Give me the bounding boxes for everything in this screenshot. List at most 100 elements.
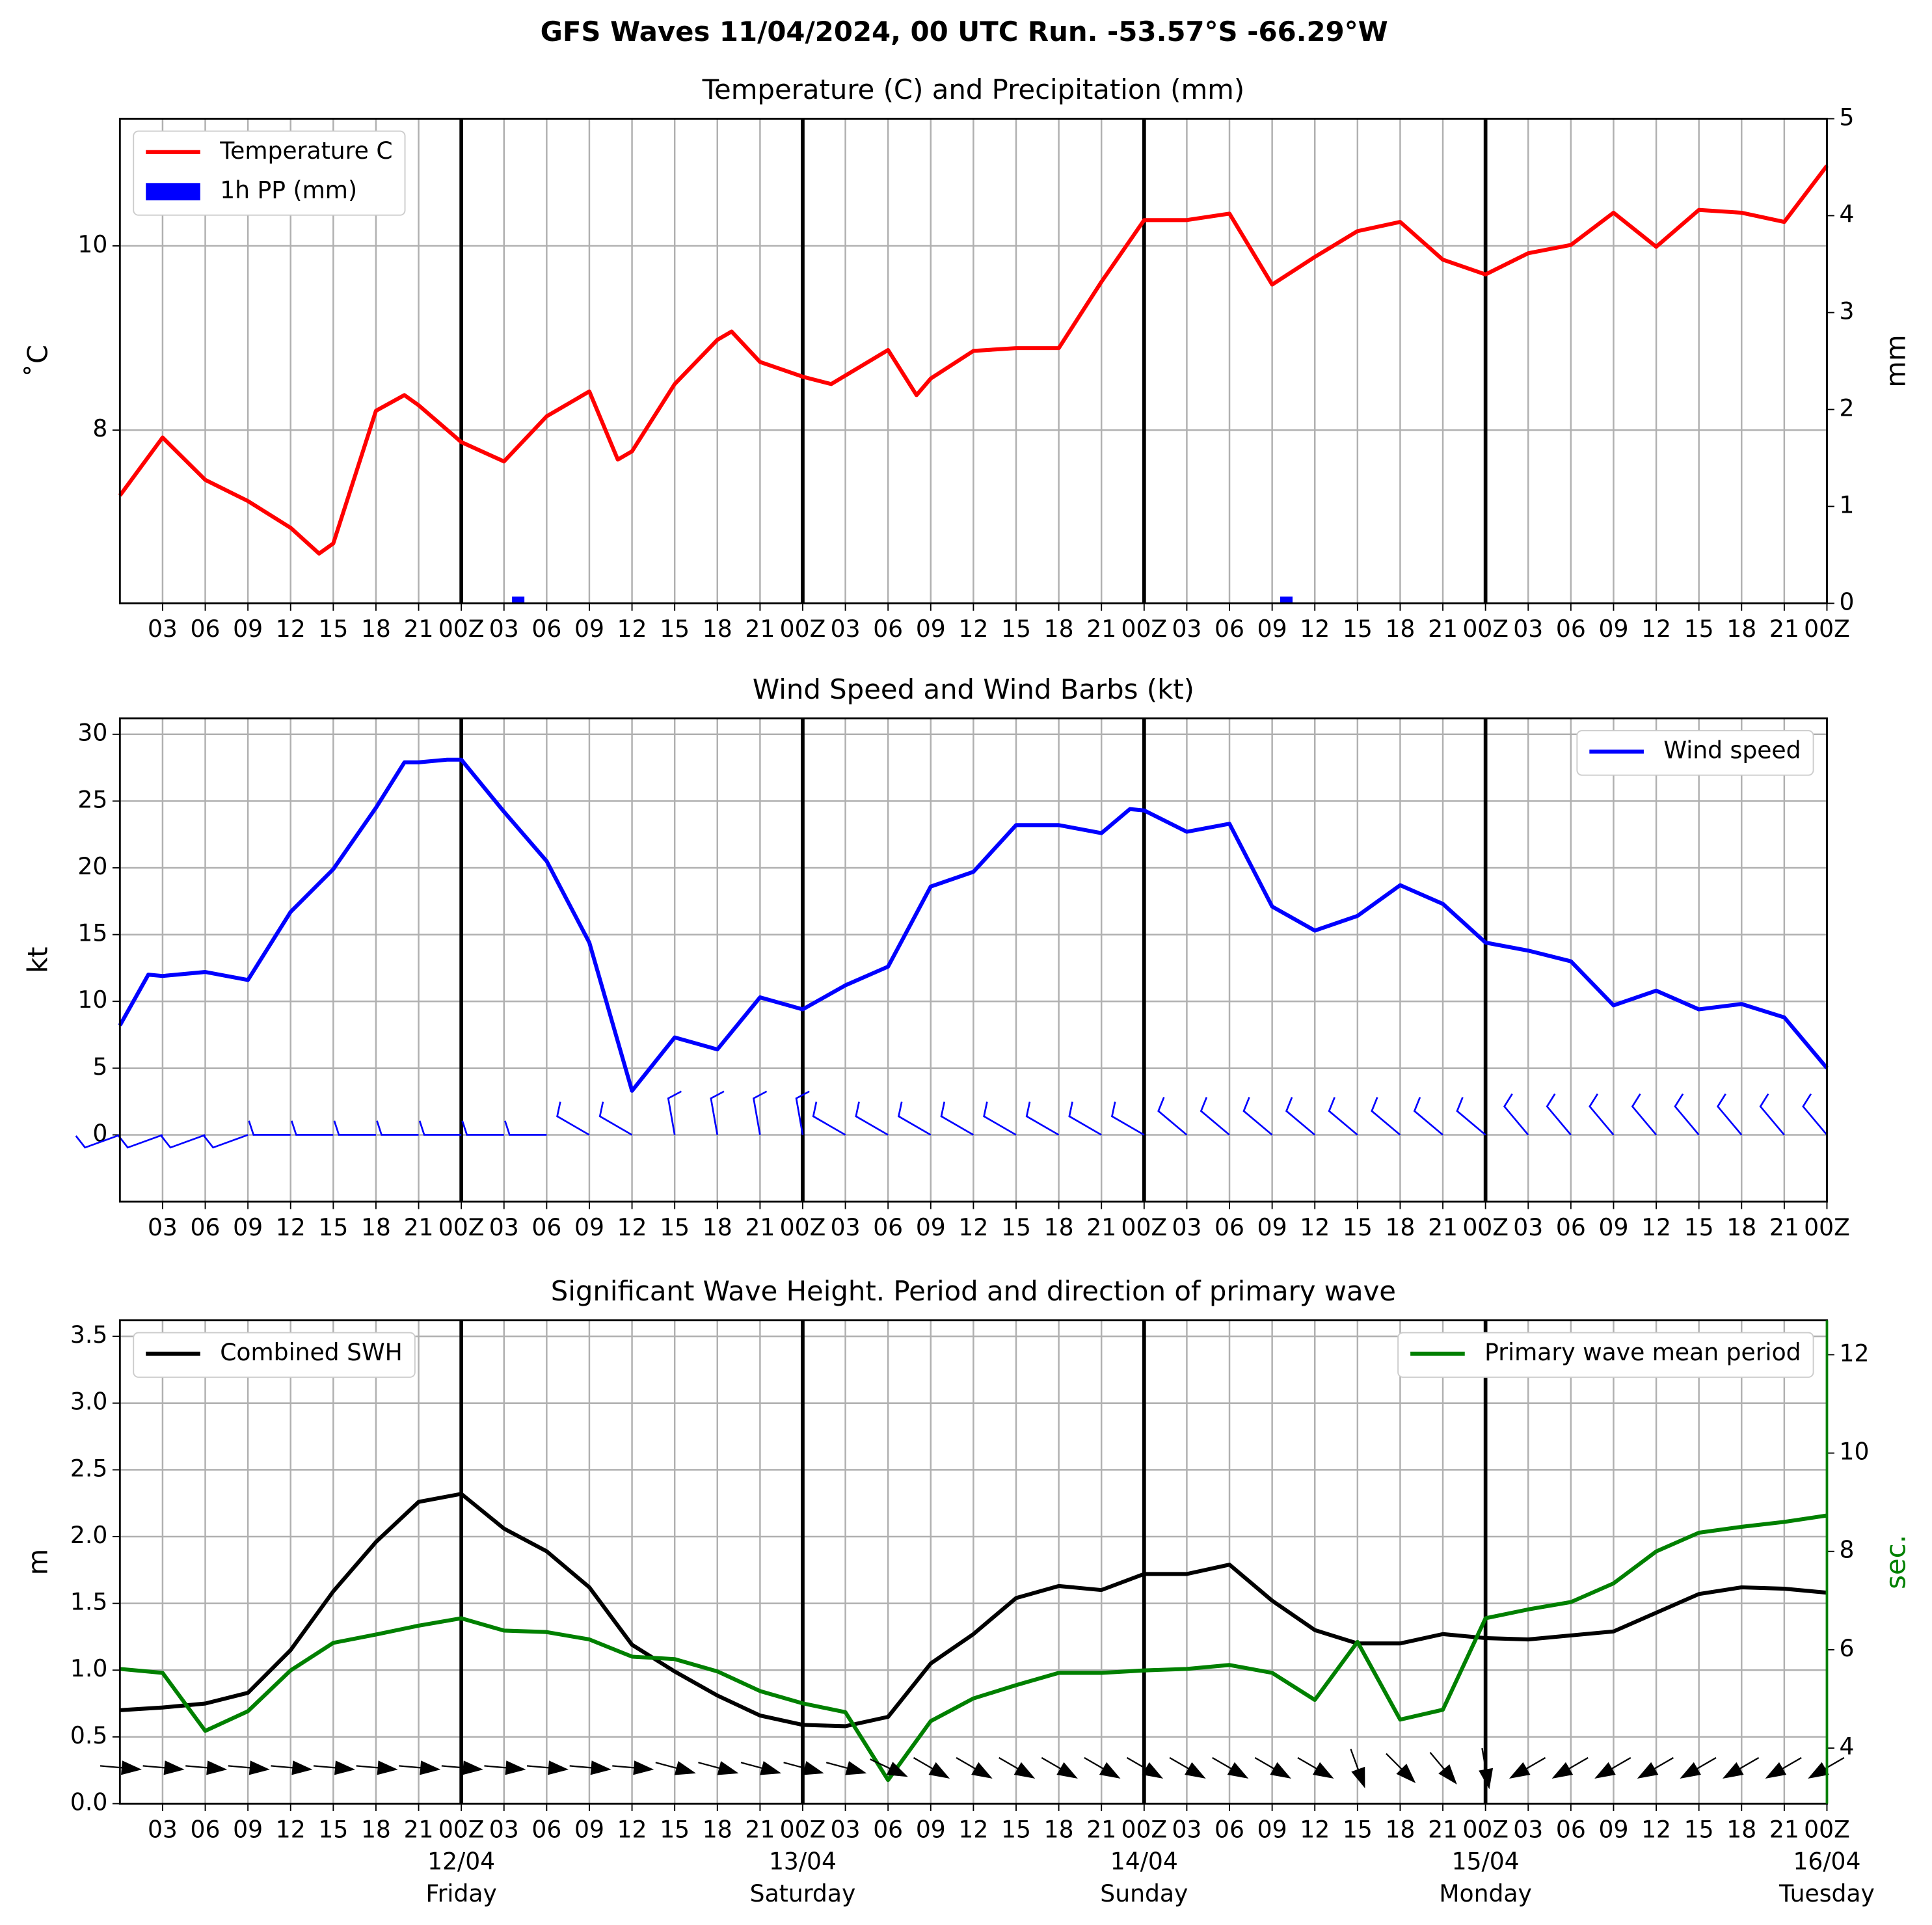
wind-barb [1068,1101,1102,1136]
x-tick-label: 18 [703,615,732,643]
x-tick-label: 15 [1684,1213,1714,1241]
y2-axis-label: sec. [1879,1535,1911,1589]
wave-arrow [441,1760,483,1775]
wave-arrow [100,1760,142,1775]
series-line [120,1492,1827,1729]
wave-arrow [1479,1747,1494,1790]
x-tick-label: 21 [745,615,775,643]
x-tick-date: 16/04 [1793,1848,1860,1876]
x-tick-label: 06 [531,1213,561,1241]
wind-barb [1759,1093,1785,1136]
y-tick-label: 3.5 [70,1321,107,1349]
subplot-title: Temperature (C) and Precipitation (mm) [702,74,1245,105]
legend-box [133,130,406,216]
x-tick-label: 00Z [1121,615,1167,643]
x-tick-label: 06 [1214,1213,1244,1241]
x-tick-label: 12 [1641,615,1671,643]
wind-barb [667,1090,682,1135]
wave-arrow [1254,1757,1291,1779]
x-tick-label: 09 [1257,1815,1287,1843]
x-tick-label: 00Z [780,1815,826,1843]
wind-barb [1413,1097,1443,1136]
x-tick-label: 21 [745,1815,775,1843]
x-tick-label: 03 [1513,1815,1543,1843]
y-tick-label: 0.5 [70,1721,107,1749]
x-tick-label: 03 [148,615,178,643]
y-tick-label: 8 [92,414,107,442]
x-tick-day: Saturday [750,1879,856,1907]
x-tick-label: 12 [1300,615,1330,643]
x-tick-label: 06 [873,1213,903,1241]
x-tick-label: 09 [233,1213,263,1241]
y-tick-label: 0.0 [70,1788,107,1816]
y2-tick-label: 6 [1839,1634,1854,1662]
x-tick-label: 09 [1598,1213,1628,1241]
subplot: Temperature (C) and Precipitation (mm) 03… [21,74,1911,643]
y-tick-label: 2.5 [70,1454,107,1482]
x-tick-label: 00Z [1121,1213,1167,1241]
x-tick-label: 15 [1001,1815,1031,1843]
x-tick-label: 03 [148,1213,178,1241]
x-tick-label: 21 [1428,1815,1458,1843]
x-tick-day: Sunday [1100,1879,1188,1907]
x-tick-label: 03 [1172,1815,1201,1843]
x-tick-label: 06 [1556,1213,1586,1241]
x-tick-label: 15 [1684,615,1714,643]
x-tick-label: 03 [148,1815,178,1843]
x-tick-label: 09 [1257,1213,1287,1241]
x-tick-label: 00Z [438,615,485,643]
x-tick-label: 09 [1598,1815,1628,1843]
x-tick-label: 21 [1769,1213,1799,1241]
x-tick-date: 12/04 [427,1848,495,1876]
wind-barb [812,1101,846,1136]
y-tick-label: 2.0 [70,1521,107,1549]
wind-barb [160,1134,206,1149]
legend-box [1576,730,1814,776]
x-tick-label: 18 [1044,1213,1074,1241]
subplot: Wind Speed and Wind Barbs (kt) 03 06 09 12 15… [21,673,1850,1241]
x-tick-label: 21 [745,1213,775,1241]
y-tick-label: 5 [92,1053,107,1081]
series-line [118,757,1829,1093]
wave-arrow [271,1760,313,1775]
legend-box [1397,1332,1814,1378]
x-tick-label: 03 [1172,615,1201,643]
wind-barb [1802,1093,1828,1136]
wind-barb [1110,1101,1145,1136]
y2-tick-label: 5 [1839,103,1854,131]
wind-barb [1157,1097,1188,1136]
x-tick-label: 09 [916,1815,946,1843]
wave-arrow [1041,1757,1078,1779]
x-tick-label: 12 [958,1815,988,1843]
x-tick-label: 21 [1428,615,1458,643]
x-tick-label: 15 [318,1213,348,1241]
figure-title: GFS Waves 11/04/2024, 00 UTC Run. -53.57… [541,16,1388,47]
wave-arrow [740,1761,782,1775]
wave-arrow [1680,1757,1717,1779]
x-tick-label: 03 [489,615,519,643]
y-tick-label: 1.0 [70,1654,107,1682]
x-tick-label: 00Z [780,1213,826,1241]
wave-arrow [783,1761,824,1775]
x-tick-label: 06 [1556,1815,1586,1843]
x-tick-label: 18 [361,1213,391,1241]
x-tick-label: 15 [660,1213,690,1241]
legend-box [133,1332,416,1378]
plot-frame [118,118,1828,604]
series-line [118,164,1829,556]
x-tick-label: 06 [191,1815,221,1843]
wave-arrow [1212,1757,1249,1779]
wind-barb [940,1101,974,1136]
x-tick-label: 12 [1300,1213,1330,1241]
y2-tick-label: 4 [1839,1732,1854,1760]
y2-tick-label: 2 [1839,394,1854,422]
wave-arrow [1723,1757,1760,1779]
x-tick-day: Tuesday [1778,1879,1875,1907]
y-tick-label: 25 [77,785,107,813]
x-tick-label: 00Z [1462,1213,1509,1241]
x-tick-label: 00Z [1804,1815,1850,1843]
wind-barb [248,1120,291,1136]
wind-barb [461,1120,504,1136]
x-tick-label: 21 [1086,1213,1116,1241]
